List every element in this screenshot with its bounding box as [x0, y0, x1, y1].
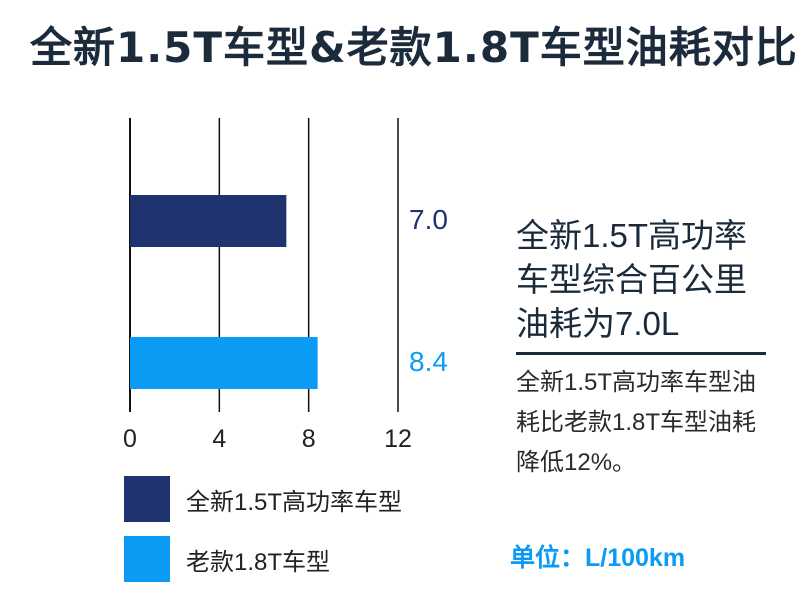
bar-new [130, 195, 287, 247]
chart-title: 全新1.5T车型&老款1.8T车型油耗对比 [30, 23, 798, 72]
legend: 全新1.5T高功率车型 老款1.8T车型 [124, 476, 402, 596]
legend-item-new: 全新1.5T高功率车型 [124, 476, 402, 522]
legend-item-old: 老款1.8T车型 [124, 536, 402, 582]
legend-swatch-new [124, 476, 170, 522]
value-label-old: 8.4 [409, 346, 448, 377]
unit-label: 单位：L/100km [510, 544, 686, 572]
legend-label-old: 老款1.8T车型 [186, 548, 331, 576]
legend-label-new: 全新1.5T高功率车型 [186, 488, 403, 516]
x-tick-label: 8 [302, 425, 316, 453]
x-tick-label: 12 [384, 425, 412, 453]
bar-old [130, 337, 318, 389]
summary-box: 全新1.5T高功率车型综合百公里油耗为7.0L 全新1.5T高功率车型油耗比老款… [516, 214, 766, 483]
value-label-new: 7.0 [409, 204, 448, 235]
legend-swatch-old [124, 536, 170, 582]
x-tick-label: 4 [212, 425, 226, 453]
summary-headline: 全新1.5T高功率车型综合百公里油耗为7.0L [516, 214, 766, 355]
summary-description: 全新1.5T高功率车型油耗比老款1.8T车型油耗降低12%。 [516, 369, 757, 476]
bar-chart: 0 4 8 12 7.0 8.4 [123, 118, 448, 453]
x-tick-label: 0 [123, 425, 137, 453]
